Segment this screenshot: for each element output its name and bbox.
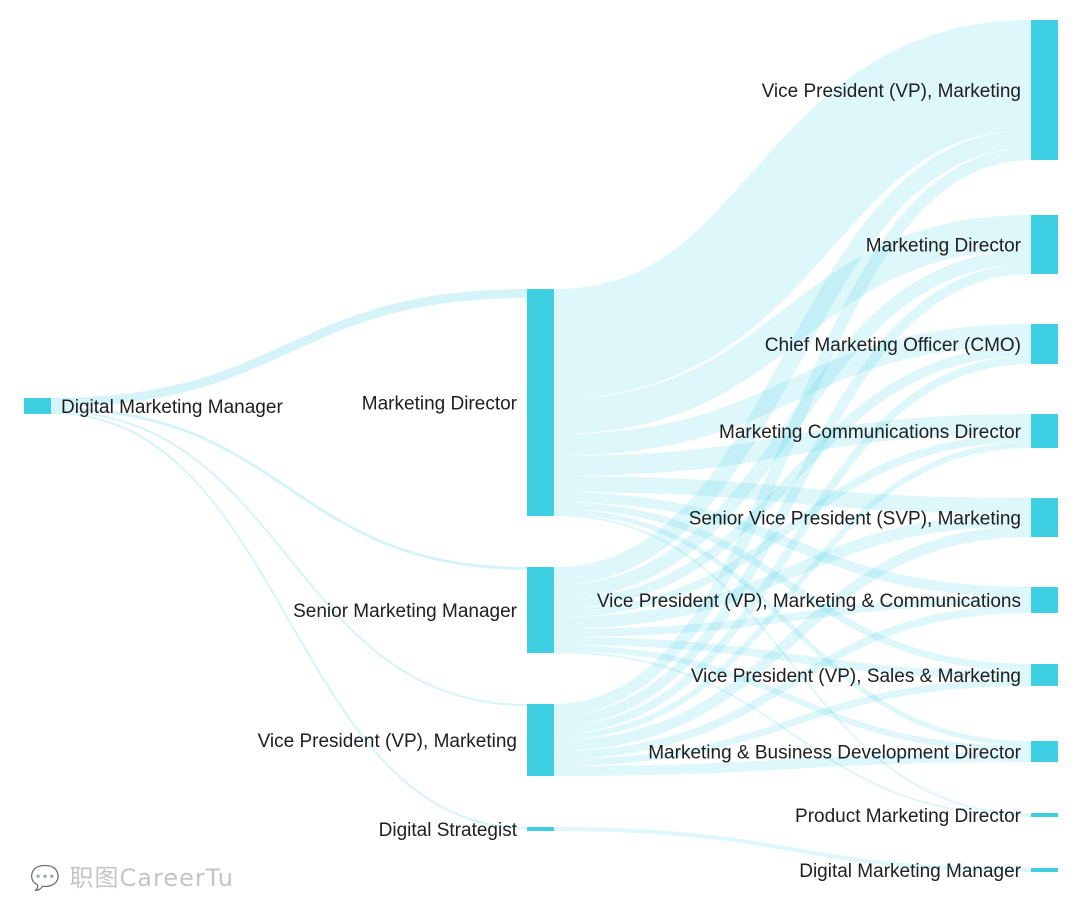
node-label: Senior Vice President (SVP), Marketing bbox=[689, 509, 1021, 530]
sankey-nodes bbox=[24, 20, 1058, 872]
node-label: Digital Strategist bbox=[379, 820, 518, 841]
node-label: Digital Marketing Manager bbox=[799, 861, 1021, 882]
node-c1_ds bbox=[527, 827, 554, 831]
node-c2_pmd bbox=[1031, 813, 1058, 817]
link-c0_dmm-to-c1_vp bbox=[50, 410, 528, 706]
node-label: Marketing & Business Development Directo… bbox=[648, 743, 1021, 764]
link-c1_vp-to-c2_vp bbox=[553, 148, 1032, 716]
link-c1_vp-to-c2_mbdd bbox=[553, 752, 1032, 776]
link-c1_smm-to-c2_vp bbox=[553, 130, 1032, 585]
node-c2_md bbox=[1031, 215, 1058, 274]
link-c1_smm-to-c2_svp bbox=[553, 514, 1032, 629]
link-c1_smm-to-c2_vpmc bbox=[553, 597, 1032, 637]
link-c1_smm-to-c2_vpsm bbox=[553, 637, 1032, 679]
link-c1_md-to-c2_cmo bbox=[553, 324, 1032, 456]
link-c0_dmm-to-c1_smm bbox=[50, 407, 528, 570]
node-label: Senior Marketing Manager bbox=[293, 601, 518, 622]
node-label: Marketing Director bbox=[866, 236, 1022, 257]
link-c1_md-to-c2_vpmc bbox=[553, 492, 1032, 597]
node-label: Vice President (VP), Sales & Marketing bbox=[691, 666, 1021, 687]
link-c1_md-to-c2_vp bbox=[552, 20, 1033, 399]
link-c1_smm-to-c2_cmo bbox=[553, 346, 1032, 609]
link-c1_md-to-c2_pmd bbox=[553, 514, 1032, 815]
node-c1_vp bbox=[527, 704, 554, 776]
node-label: Marketing Communications Director bbox=[719, 422, 1022, 443]
node-label: Vice President (VP), Marketing & Communi… bbox=[597, 591, 1021, 612]
link-c1_vp-to-c2_vpmc bbox=[553, 605, 1032, 759]
node-label: Digital Marketing Manager bbox=[61, 397, 283, 418]
link-c1_vp-to-c2_vpsm bbox=[553, 679, 1032, 766]
link-c1_md-to-c2_md bbox=[553, 215, 1032, 434]
link-c1_smm-to-c2_mbdd bbox=[553, 645, 1032, 752]
link-c1_smm-to-c2_pmd bbox=[553, 651, 1032, 817]
link-c0_dmm-to-c1_md bbox=[50, 289, 528, 407]
node-c2_vpmc bbox=[1031, 587, 1058, 613]
sankey-labels: Digital Marketing Manager Marketing Direc… bbox=[61, 81, 1022, 882]
link-c1_vp-to-c2_md bbox=[553, 264, 1032, 726]
sankey-links bbox=[50, 20, 1033, 872]
watermark-logo: 💬 职图CareerTu bbox=[30, 864, 234, 892]
link-c1_smm-to-c2_md bbox=[553, 250, 1032, 599]
node-c2_dmm bbox=[1031, 868, 1058, 872]
link-c1_md-to-c2_svp bbox=[553, 476, 1032, 514]
link-c1_ds-to-c2_dmm bbox=[553, 827, 1032, 872]
node-c2_mbdd bbox=[1031, 741, 1058, 762]
node-c2_svp bbox=[1031, 498, 1058, 537]
node-label: Chief Marketing Officer (CMO) bbox=[765, 335, 1021, 356]
link-c1_vp-to-c2_cmo bbox=[553, 356, 1032, 734]
link-c1_md-to-c2_mcd bbox=[553, 414, 1032, 476]
node-c0_dmm bbox=[24, 398, 51, 414]
node-label: Vice President (VP), Marketing bbox=[258, 731, 517, 752]
link-c1_vp-to-c2_mcd bbox=[553, 442, 1032, 740]
node-c2_vp bbox=[1031, 20, 1058, 160]
node-c2_mcd bbox=[1031, 414, 1058, 448]
node-label: Marketing Director bbox=[362, 394, 518, 415]
node-c2_cmo bbox=[1031, 324, 1058, 364]
node-label: Product Marketing Director bbox=[795, 806, 1022, 827]
link-c1_md-to-c2_mbdd bbox=[553, 509, 1032, 746]
link-c0_dmm-to-c1_ds bbox=[50, 412, 528, 829]
link-c1_smm-to-c2_mcd bbox=[553, 434, 1032, 617]
node-c2_vpsm bbox=[1031, 664, 1058, 686]
link-c1_vp-to-c2_svp bbox=[553, 526, 1032, 751]
node-c1_smm bbox=[527, 567, 554, 653]
node-label: Vice President (VP), Marketing bbox=[762, 81, 1021, 102]
node-c1_md bbox=[527, 289, 554, 516]
link-c1_md-to-c2_vpsm bbox=[553, 502, 1032, 671]
